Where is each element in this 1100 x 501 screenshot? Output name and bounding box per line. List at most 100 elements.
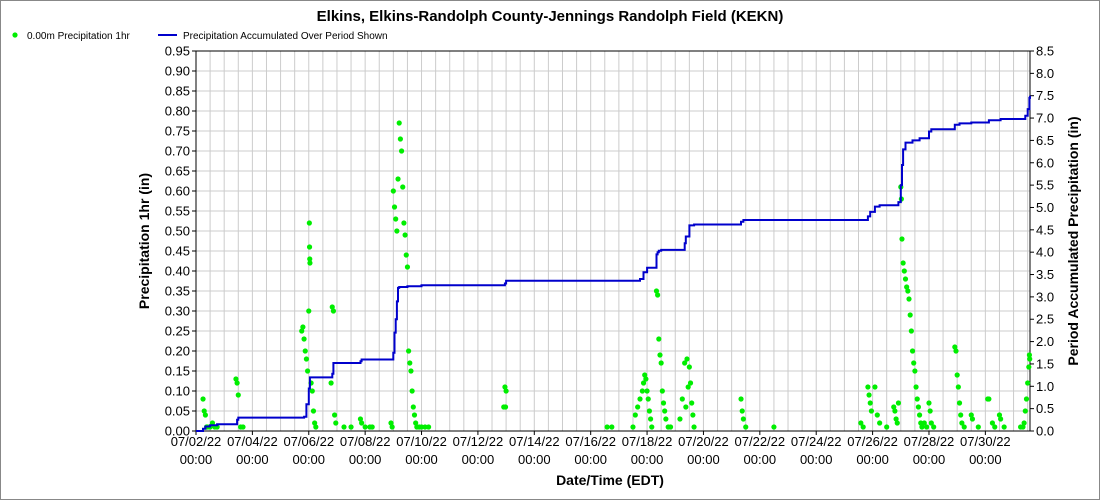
precip-1hr-point xyxy=(906,296,912,302)
x-tick-time: 00:00 xyxy=(744,452,777,467)
precip-1hr-point xyxy=(907,312,913,318)
precip-1hr-point xyxy=(662,408,668,414)
precip-1hr-point xyxy=(1022,408,1028,414)
precip-1hr-point xyxy=(658,360,664,366)
precip-1hr-point xyxy=(738,396,744,402)
precip-1hr-point xyxy=(369,424,375,430)
x-tick-date: 07/16/22 xyxy=(565,434,616,449)
precip-1hr-point xyxy=(771,424,777,430)
precip-1hr-point xyxy=(502,384,508,390)
precip-1hr-point xyxy=(310,408,317,414)
x-tick-date: 07/18/22 xyxy=(622,434,673,449)
precip-1hr-point xyxy=(200,396,206,402)
precip-1hr-point xyxy=(679,396,685,402)
precip-1hr-point xyxy=(235,392,241,398)
right-tick-label: 7.5 xyxy=(1036,88,1054,103)
left-tick-label: 0.20 xyxy=(165,344,190,359)
precip-1hr-point xyxy=(425,424,432,430)
precip-1hr-point xyxy=(357,416,364,422)
left-tick-label: 0.00 xyxy=(165,424,190,439)
precip-1hr-point xyxy=(924,424,930,430)
right-tick-label: 0.0 xyxy=(1036,424,1054,439)
precip-1hr-point xyxy=(1001,424,1007,430)
plot-area-border xyxy=(195,50,1031,432)
precip-1hr-point xyxy=(959,420,965,426)
precip-1hr-point xyxy=(503,388,509,394)
left-tick-label: 0.80 xyxy=(165,104,190,119)
precip-1hr-point xyxy=(686,364,692,370)
left-tick-label: 0.75 xyxy=(165,124,190,139)
precip-1hr-point xyxy=(858,420,864,426)
precip-1hr-point xyxy=(667,424,674,430)
precip-1hr-point xyxy=(390,188,396,194)
precip-1hr-point xyxy=(958,412,964,418)
precip-1hr-point xyxy=(391,204,398,210)
precip-1hr-point xyxy=(329,304,335,310)
right-tick-label: 1.5 xyxy=(1036,356,1054,371)
precip-1hr-point xyxy=(306,308,312,314)
left-tick-label: 0.85 xyxy=(165,84,190,99)
x-axis-title: Date/Time (EDT) xyxy=(556,472,664,488)
precip-1hr-point xyxy=(301,336,307,342)
precip-1hr-point xyxy=(866,392,872,398)
precip-1hr-point xyxy=(234,380,240,386)
precip-1hr-point xyxy=(931,424,937,430)
precip-1hr-point xyxy=(684,356,690,362)
precip-1hr-point xyxy=(865,384,871,390)
precip-1hr-point xyxy=(299,328,305,334)
x-tick-time: 00:00 xyxy=(913,452,946,467)
precip-1hr-point xyxy=(884,424,890,430)
precip-1hr-point xyxy=(921,420,927,426)
precip-1hr-point xyxy=(389,424,395,430)
x-tick-time: 00:00 xyxy=(405,452,438,467)
precip-1hr-point xyxy=(909,348,916,354)
precip-1hr-point xyxy=(330,308,337,314)
precip-1hr-point xyxy=(1026,364,1032,370)
left-tick-label: 0.65 xyxy=(165,164,190,179)
x-tick-time: 00:00 xyxy=(574,452,607,467)
right-tick-label: 6.5 xyxy=(1036,133,1054,148)
left-tick-label: 0.45 xyxy=(165,244,190,259)
x-tick-date: 07/06/22 xyxy=(283,434,334,449)
precip-1hr-point xyxy=(647,416,654,422)
precip-1hr-point xyxy=(657,352,663,358)
grid xyxy=(195,50,1030,432)
precip-1hr-point xyxy=(401,220,407,226)
precip-1hr-point xyxy=(409,388,415,394)
precip-1hr-point xyxy=(644,388,650,394)
x-tick-time: 00:00 xyxy=(180,452,213,467)
precip-1hr-point xyxy=(307,256,313,262)
precip-1hr-point xyxy=(393,216,399,222)
precip-1hr-point xyxy=(926,400,932,406)
precip-1hr-point xyxy=(398,148,405,154)
precip-1hr-point xyxy=(989,420,996,426)
precip-1hr-point xyxy=(416,424,422,430)
precip-1hr-point xyxy=(956,400,963,406)
x-tick-time: 00:00 xyxy=(969,452,1002,467)
precip-1hr-point xyxy=(410,404,416,410)
precip-1hr-point xyxy=(312,420,318,426)
x-axis-ticks: 07/02/22 00:00 07/04/22 00:00 07/06/22 00:00 0… xyxy=(171,431,1011,467)
x-tick-date: 07/28/22 xyxy=(904,434,955,449)
precip-1hr-point xyxy=(313,424,319,430)
precip-1hr-point xyxy=(609,424,615,430)
precip-1hr-point xyxy=(1023,396,1030,402)
left-tick-label: 0.70 xyxy=(165,144,190,159)
legend: 0.00m Precipitation 1hr Precipitation Ac… xyxy=(12,31,388,42)
x-tick-date: 07/08/22 xyxy=(340,434,391,449)
precip-1hr-point xyxy=(739,408,745,414)
precip-1hr-point xyxy=(682,360,688,366)
precip-1hr-point xyxy=(916,412,923,418)
precip-1hr-point xyxy=(860,424,866,430)
precip-1hr-point xyxy=(868,408,875,414)
precip-1hr-point xyxy=(912,368,918,374)
precip-1hr-point xyxy=(891,404,897,410)
left-tick-label: 0.05 xyxy=(165,404,190,419)
precip-1hr-point xyxy=(655,292,661,298)
right-tick-label: 6.0 xyxy=(1036,155,1054,170)
precip-1hr-point xyxy=(927,408,933,414)
chart-title: Elkins, Elkins-Randolph County-Jennings … xyxy=(317,8,784,25)
precip-1hr-point xyxy=(348,424,354,430)
x-tick-date: 07/02/22 xyxy=(171,434,222,449)
left-tick-label: 0.90 xyxy=(165,64,190,79)
